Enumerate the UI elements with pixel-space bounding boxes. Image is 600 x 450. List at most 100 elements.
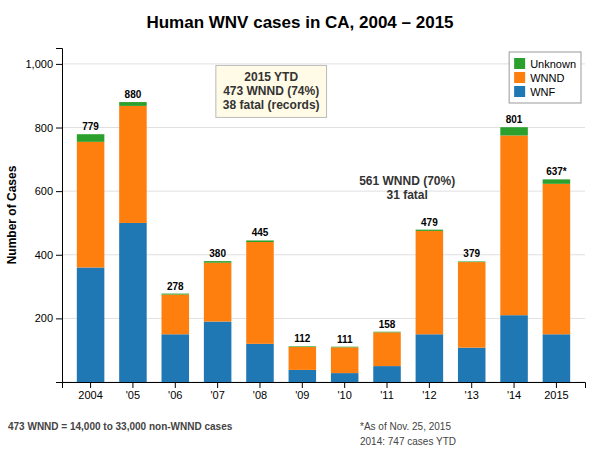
annotation-line: 38 fatal (records) — [223, 98, 320, 112]
x-tick: 2015 — [544, 382, 568, 401]
x-tick-mark — [175, 382, 176, 388]
total-label: 379 — [463, 248, 480, 259]
y-tick-label: 600 — [35, 185, 53, 197]
y-tick: 600 — [35, 185, 62, 197]
y-tick-label: 200 — [35, 312, 53, 324]
bar — [500, 135, 528, 315]
legend-item: Unknown — [514, 58, 576, 70]
legend-label: Unknown — [530, 58, 576, 70]
y-axis-line — [56, 49, 63, 383]
bar — [458, 261, 486, 263]
bar — [416, 230, 444, 231]
bar — [204, 322, 232, 382]
x-tick-label: '12 — [422, 389, 436, 401]
bar — [543, 334, 571, 382]
bar — [162, 295, 190, 335]
y-tick-mark — [56, 382, 62, 383]
bar — [204, 261, 232, 263]
annotation: 2015 YTD473 WNND (74%)38 fatal (records) — [216, 65, 327, 117]
x-tick-label: 2004 — [78, 389, 102, 401]
x-tick: '14 — [507, 382, 521, 401]
bar — [373, 331, 401, 333]
y-tick: 800 — [35, 122, 62, 134]
legend-label: WNND — [530, 72, 564, 84]
annotation-box — [216, 65, 327, 117]
bar — [416, 231, 444, 334]
bar — [458, 262, 486, 348]
legend-swatch — [514, 72, 525, 83]
x-tick: '11 — [380, 382, 394, 401]
x-tick-label: 2015 — [544, 389, 568, 401]
total-label: 880 — [125, 89, 142, 100]
bar-series — [77, 106, 570, 373]
total-labels: 779880278380445112111158479379801637* — [82, 89, 567, 345]
bar — [119, 223, 147, 382]
bar — [246, 240, 274, 242]
x-tick: '07 — [210, 382, 224, 401]
total-label: 112 — [294, 333, 311, 344]
bar — [119, 106, 147, 223]
x-tick: '06 — [168, 382, 182, 401]
bar — [77, 267, 105, 382]
legend: Unknown WNND WNF — [509, 52, 581, 103]
x-tick-label: '05 — [126, 389, 140, 401]
total-label: 111 — [337, 334, 353, 345]
x-tick-mark — [514, 382, 515, 388]
x-tick-label: '07 — [210, 389, 224, 401]
x-tick-mark — [387, 382, 388, 388]
total-label: 158 — [379, 319, 396, 330]
bar — [246, 242, 274, 344]
total-label: 637* — [546, 166, 567, 177]
y-tick-label: 1,000 — [25, 58, 53, 70]
annotation-line: 31 fatal — [387, 188, 428, 202]
bar — [289, 346, 317, 348]
y-tick-label: 400 — [35, 249, 53, 261]
y-tick-label: 800 — [35, 122, 53, 134]
bar — [373, 366, 401, 382]
x-tick: '09 — [295, 382, 309, 401]
bar — [331, 373, 359, 382]
x-tick-label: '13 — [465, 389, 479, 401]
x-tick-label: '11 — [380, 389, 394, 401]
bar — [119, 102, 147, 106]
total-label: 380 — [209, 248, 226, 259]
bar — [77, 142, 105, 268]
y-tick-mark — [56, 255, 62, 256]
y-tick: 200 — [35, 312, 62, 324]
x-tick: '13 — [465, 382, 479, 401]
total-label: 479 — [421, 217, 438, 228]
y-tick-mark — [56, 128, 62, 129]
x-tick-mark — [471, 382, 472, 388]
y-axis-title: Number of Cases — [5, 165, 19, 264]
grid — [62, 64, 585, 382]
y-tick-mark — [56, 191, 62, 192]
legend-swatch — [514, 86, 525, 97]
bars — [77, 102, 570, 382]
grid-line — [62, 63, 585, 64]
x-tick-mark — [259, 382, 260, 388]
bar — [500, 127, 528, 135]
annotation: 561 WNND (70%)31 fatal — [359, 174, 455, 202]
bar — [543, 184, 571, 334]
x-tick-label: '06 — [168, 389, 182, 401]
x-axis-line — [63, 383, 586, 389]
legend-item: WNF — [514, 86, 555, 98]
legend-label: WNF — [530, 86, 555, 98]
x-tick-mark — [132, 382, 133, 388]
legend-swatch — [514, 58, 525, 69]
x-axis: 2004'05'06'07'08'09'10'11'12'13'142015 — [63, 382, 586, 401]
y-axis: 200 400 600 800 1,000 — [25, 49, 62, 383]
title: Human WNV cases in CA, 2004 – 2015 — [146, 13, 453, 32]
bar — [162, 334, 190, 382]
bar-series — [77, 102, 570, 347]
legend-item: WNND — [514, 72, 564, 84]
chart: Human WNV cases in CA, 2004 – 2015 200 400… — [0, 0, 600, 450]
bar — [416, 334, 444, 382]
y-tick-mark — [56, 318, 62, 319]
x-tick-mark — [344, 382, 345, 388]
total-label: 278 — [167, 281, 184, 292]
y-tick-mark — [56, 64, 62, 65]
footnote: 473 WNND = 14,000 to 33,000 non-WNND cas… — [8, 421, 233, 432]
bar — [458, 348, 486, 382]
x-tick-label: '09 — [295, 389, 309, 401]
